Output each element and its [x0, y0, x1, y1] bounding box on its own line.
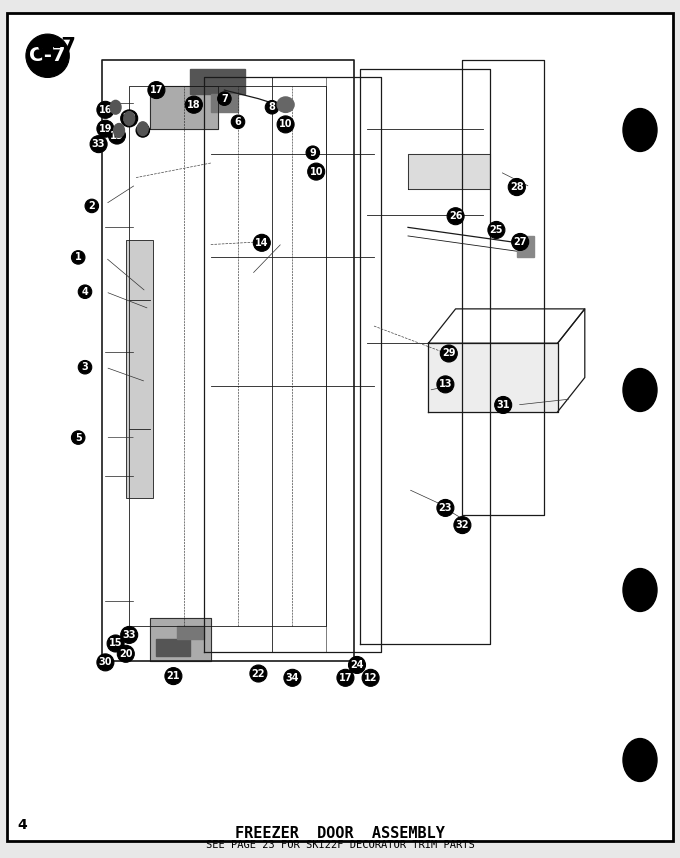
Text: 13: 13 — [439, 379, 452, 390]
Text: 19: 19 — [99, 124, 112, 134]
Text: C-7: C-7 — [37, 37, 76, 57]
Text: 20: 20 — [119, 649, 133, 659]
Text: 24: 24 — [350, 660, 364, 670]
Text: 28: 28 — [510, 182, 524, 192]
Text: 2: 2 — [88, 201, 95, 211]
Text: 34: 34 — [286, 673, 299, 683]
Text: 5: 5 — [75, 432, 82, 443]
Text: 1: 1 — [75, 252, 82, 263]
Circle shape — [124, 112, 135, 125]
Text: 10: 10 — [279, 119, 292, 130]
Text: 30: 30 — [99, 657, 112, 668]
Ellipse shape — [277, 97, 294, 112]
Text: 4: 4 — [17, 819, 27, 832]
Text: 18: 18 — [187, 100, 201, 110]
Text: 15: 15 — [110, 130, 124, 141]
Text: 21: 21 — [167, 671, 180, 681]
Text: 23: 23 — [439, 503, 452, 513]
Circle shape — [623, 369, 657, 412]
Circle shape — [623, 739, 657, 782]
Bar — [177, 626, 204, 639]
Text: SEE PAGE 23 FOR SKI22F DECORATOR TRIM PARTS: SEE PAGE 23 FOR SKI22F DECORATOR TRIM PA… — [205, 840, 475, 850]
Bar — [211, 94, 238, 112]
Text: 6: 6 — [235, 117, 241, 127]
Bar — [190, 69, 245, 94]
Text: 4: 4 — [82, 287, 88, 297]
Text: 17: 17 — [150, 85, 163, 95]
Circle shape — [110, 100, 121, 114]
Text: 33: 33 — [92, 139, 105, 149]
Text: C-7: C-7 — [29, 46, 66, 65]
Text: 12: 12 — [364, 673, 377, 683]
Text: 14: 14 — [255, 238, 269, 248]
Circle shape — [623, 109, 657, 152]
Text: FREEZER  DOOR  ASSEMBLY: FREEZER DOOR ASSEMBLY — [235, 826, 445, 842]
Text: 7: 7 — [221, 94, 228, 104]
Circle shape — [137, 122, 148, 136]
Text: 26: 26 — [449, 211, 462, 221]
Polygon shape — [428, 343, 558, 412]
Text: 15: 15 — [109, 638, 122, 649]
Text: 27: 27 — [513, 237, 527, 247]
Text: 9: 9 — [139, 125, 146, 136]
Polygon shape — [150, 86, 218, 129]
Text: 25: 25 — [490, 225, 503, 235]
Circle shape — [114, 124, 124, 137]
Text: 9: 9 — [309, 148, 316, 158]
Polygon shape — [150, 618, 211, 661]
Bar — [156, 639, 190, 656]
Bar — [517, 236, 534, 257]
Text: 33: 33 — [122, 630, 136, 640]
Text: 17: 17 — [339, 673, 352, 683]
Polygon shape — [126, 240, 153, 498]
Text: 31: 31 — [496, 400, 510, 410]
Circle shape — [623, 569, 657, 612]
Text: 20: 20 — [122, 113, 136, 124]
Text: 29: 29 — [442, 348, 456, 359]
Text: 8: 8 — [269, 102, 275, 112]
Text: 3: 3 — [82, 362, 88, 372]
Text: 22: 22 — [252, 668, 265, 679]
Text: 32: 32 — [456, 520, 469, 530]
Text: 10: 10 — [309, 166, 323, 177]
Text: 16: 16 — [99, 105, 112, 115]
